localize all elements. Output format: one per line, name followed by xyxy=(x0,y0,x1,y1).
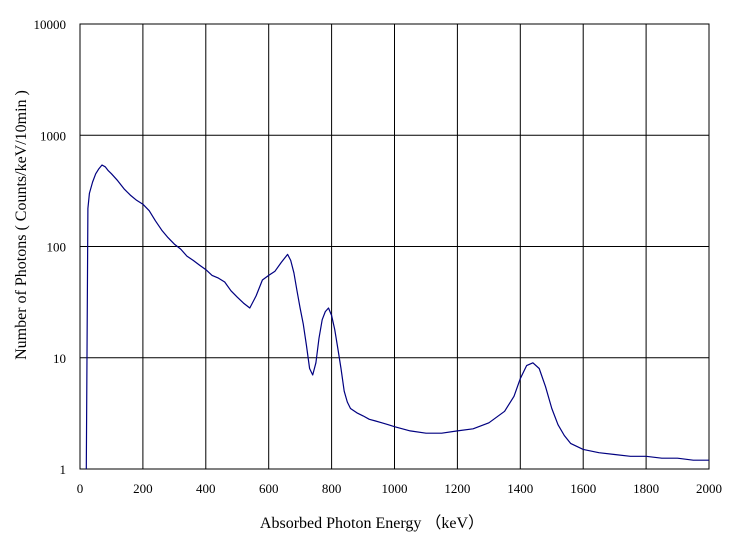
x-tick-label: 1000 xyxy=(382,481,408,496)
y-tick-label: 1000 xyxy=(40,128,66,143)
x-tick-label: 1600 xyxy=(570,481,596,496)
x-tick-label: 1400 xyxy=(507,481,533,496)
tick-labels: 0 200 400 600 800 1000 1200 1400 1600 1800 2000 1 10… xyxy=(34,17,723,496)
grid xyxy=(80,24,709,469)
x-tick-label: 400 xyxy=(196,481,216,496)
x-tick-label: 200 xyxy=(133,481,153,496)
x-tick-label: 1800 xyxy=(633,481,659,496)
x-tick-label: 600 xyxy=(259,481,279,496)
x-tick-label: 800 xyxy=(322,481,342,496)
y-tick-label: 1 xyxy=(60,462,67,477)
y-tick-label: 100 xyxy=(47,240,67,255)
y-tick-label: 10 xyxy=(53,351,66,366)
y-tick-label: 10000 xyxy=(34,17,67,32)
series-layer xyxy=(85,164,709,470)
y-axis-title: Number of Photons ( Counts/keV/10min ) xyxy=(13,90,30,360)
x-tick-label: 2000 xyxy=(696,481,722,496)
x-axis-title: Absorbed Photon Energy （keV） xyxy=(260,514,484,532)
x-tick-label: 1200 xyxy=(444,481,470,496)
spectrum-line xyxy=(85,164,709,470)
x-tick-label: 0 xyxy=(77,481,84,496)
